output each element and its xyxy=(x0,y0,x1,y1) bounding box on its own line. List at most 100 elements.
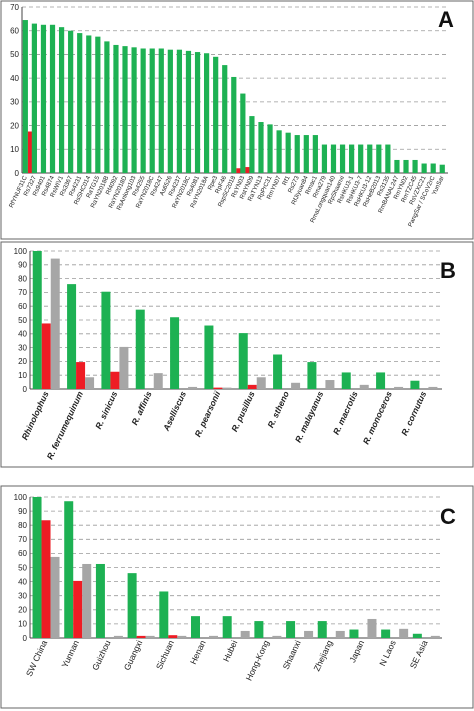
bar-green xyxy=(317,621,327,638)
y-tick-label: 30 xyxy=(18,343,27,352)
panel-C: 0 10 20 30 40 50 60 70 80 90 100 SW China Yunnan Guiz… xyxy=(0,485,474,709)
bar-green xyxy=(95,36,101,174)
x-tick-label: Zhejiang xyxy=(311,638,334,672)
bar-green xyxy=(176,49,183,173)
y-tick-label: 10 xyxy=(10,145,19,154)
bar-green xyxy=(185,50,192,173)
x-tick-label: Aselliscus xyxy=(161,389,189,433)
panel-letter: A xyxy=(438,7,454,32)
x-tick-label: Rhinolophus xyxy=(19,389,50,441)
bar-grey xyxy=(304,630,314,638)
bar-grey xyxy=(82,563,92,638)
bar-green xyxy=(158,48,164,173)
bar-green xyxy=(267,124,273,173)
panel-border xyxy=(0,485,474,709)
y-tick-label: 60 xyxy=(18,302,27,311)
bar-green xyxy=(131,47,137,173)
bar-green xyxy=(307,362,317,389)
bar-red xyxy=(76,362,86,389)
bar-red xyxy=(168,635,178,638)
bar-grey xyxy=(291,382,301,389)
bar-grey xyxy=(428,386,438,389)
x-tick-label: Rf1 xyxy=(281,174,292,186)
bar-green xyxy=(140,48,146,173)
y-tick-label: 40 xyxy=(10,74,19,83)
y-tick-label: 30 xyxy=(10,98,19,107)
panel-border xyxy=(0,0,474,240)
bar-green xyxy=(222,616,232,638)
bar-grey xyxy=(85,377,95,389)
bar-grey xyxy=(50,556,60,638)
bar-grey xyxy=(188,386,198,389)
bar-green xyxy=(231,76,237,173)
bar-green xyxy=(204,53,210,173)
y-tick-label: 90 xyxy=(18,261,27,270)
bar-green xyxy=(349,144,355,173)
y-tick-label: 60 xyxy=(10,27,19,36)
bar-green xyxy=(330,144,337,173)
x-tick-label: Hubei xyxy=(221,639,240,664)
bar-red xyxy=(245,167,251,173)
y-tick-label: 70 xyxy=(18,535,27,544)
bar-grey xyxy=(153,373,163,389)
x-tick-label: Yunnan xyxy=(60,638,81,669)
bar-grey xyxy=(325,380,335,389)
bar-grey xyxy=(177,635,187,638)
bar-green xyxy=(276,130,282,173)
bar-green xyxy=(68,30,74,174)
y-tick-label: 0 xyxy=(15,169,20,178)
x-tick-label: Guizhou xyxy=(90,638,113,671)
bar-green xyxy=(303,135,309,173)
bar-grey xyxy=(145,635,155,638)
bar-grey xyxy=(399,628,409,638)
x-tick-label: R. stheno xyxy=(265,390,291,430)
y-tick-label: 70 xyxy=(10,3,19,12)
bar-green xyxy=(104,41,110,174)
bar-green xyxy=(339,144,346,173)
bar-grey xyxy=(222,387,232,389)
bar-green xyxy=(49,24,56,173)
bar-red xyxy=(110,371,120,389)
bar-grey xyxy=(394,386,404,389)
y-tick-label: 90 xyxy=(18,507,27,516)
y-tick-label: 100 xyxy=(14,493,28,502)
bar-green xyxy=(113,44,119,173)
bar-green xyxy=(258,122,264,173)
bar-green xyxy=(412,159,418,173)
bar-green xyxy=(321,144,328,173)
bar-red xyxy=(236,168,242,173)
bar-grey xyxy=(208,635,218,638)
bar-green xyxy=(149,48,155,173)
bar-green xyxy=(86,35,92,174)
bar-green xyxy=(58,27,65,174)
bar-green xyxy=(341,372,351,389)
y-tick-label: 10 xyxy=(18,620,27,629)
bar-green xyxy=(64,501,74,638)
bar-green xyxy=(349,629,359,638)
y-tick-label: 50 xyxy=(18,316,27,325)
bar-green xyxy=(170,317,180,389)
bar-grey xyxy=(256,377,266,389)
y-tick-label: 80 xyxy=(18,521,27,530)
bar-green xyxy=(430,163,436,173)
bar-red xyxy=(41,520,51,638)
panel-A: 010203040506070RfYNUF31CRs7327Rs9401Rs48… xyxy=(0,0,474,240)
bar-green xyxy=(31,23,37,173)
bar-green xyxy=(358,144,364,173)
x-tick-label: Japan xyxy=(347,638,366,664)
x-tick-label: Sichuan xyxy=(154,638,176,671)
y-tick-label: 10 xyxy=(18,371,27,380)
bar-green xyxy=(294,135,300,173)
bar-red xyxy=(73,580,83,638)
bar-green xyxy=(240,93,246,173)
y-tick-label: 80 xyxy=(18,274,27,283)
bar-green xyxy=(410,380,420,389)
x-tick-label: R. affinis xyxy=(129,389,153,426)
x-tick-label: R. macrotis xyxy=(331,389,360,436)
bar-red xyxy=(41,323,51,389)
bar-green xyxy=(101,291,111,389)
bar-green xyxy=(367,144,373,173)
x-tick-label: SE Asia xyxy=(408,638,430,670)
bar-green xyxy=(394,159,400,173)
